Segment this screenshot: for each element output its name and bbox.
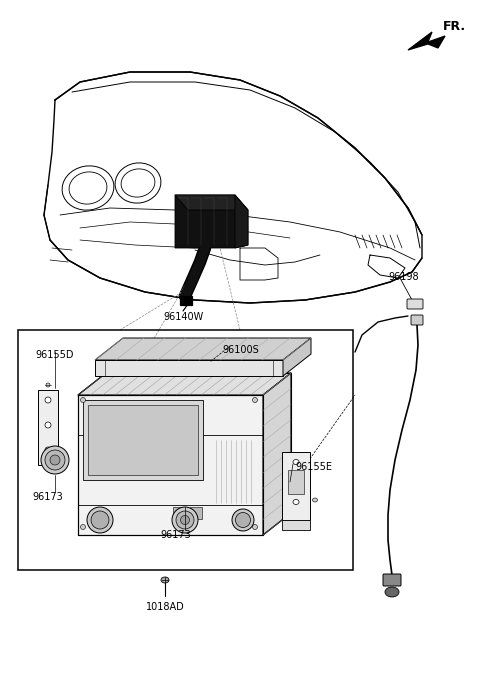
Text: 96173: 96173 [32, 492, 63, 502]
FancyBboxPatch shape [407, 299, 423, 309]
Text: 96155D: 96155D [35, 350, 73, 360]
Ellipse shape [87, 507, 113, 533]
Polygon shape [78, 395, 263, 535]
Ellipse shape [293, 499, 299, 505]
Polygon shape [288, 470, 304, 494]
Ellipse shape [176, 511, 194, 529]
Polygon shape [408, 32, 445, 50]
Bar [173, 507, 185, 519]
Text: 1018AD: 1018AD [145, 602, 184, 612]
FancyBboxPatch shape [383, 574, 401, 586]
Ellipse shape [45, 422, 51, 428]
Polygon shape [95, 360, 283, 376]
Ellipse shape [50, 455, 60, 465]
Ellipse shape [312, 498, 317, 502]
Polygon shape [175, 195, 248, 248]
Polygon shape [282, 520, 310, 530]
Ellipse shape [236, 513, 251, 528]
Text: 96155E: 96155E [295, 462, 332, 472]
Ellipse shape [232, 509, 254, 531]
Bar [190, 507, 202, 519]
Ellipse shape [161, 577, 169, 583]
Ellipse shape [180, 516, 190, 524]
Polygon shape [282, 452, 310, 520]
Polygon shape [95, 338, 311, 360]
Polygon shape [263, 373, 291, 535]
Text: 96198: 96198 [388, 272, 419, 282]
Ellipse shape [81, 524, 85, 530]
Text: FR.: FR. [443, 20, 466, 33]
Text: 96100S: 96100S [222, 345, 259, 355]
Ellipse shape [293, 460, 299, 464]
Ellipse shape [91, 511, 109, 529]
Bar [88, 405, 198, 475]
Polygon shape [38, 390, 58, 465]
Text: 96140W: 96140W [163, 312, 203, 322]
FancyBboxPatch shape [411, 315, 423, 325]
Ellipse shape [385, 587, 399, 597]
Text: 96173: 96173 [160, 530, 191, 540]
Ellipse shape [172, 507, 198, 533]
Ellipse shape [252, 398, 257, 402]
Ellipse shape [41, 446, 69, 474]
Ellipse shape [81, 398, 85, 402]
Polygon shape [283, 338, 311, 376]
Polygon shape [235, 195, 248, 248]
Ellipse shape [252, 524, 257, 530]
Polygon shape [78, 373, 291, 395]
Ellipse shape [293, 479, 299, 484]
Polygon shape [175, 195, 248, 210]
Ellipse shape [45, 450, 65, 470]
Bar [83, 400, 203, 480]
Ellipse shape [45, 397, 51, 403]
Ellipse shape [45, 447, 51, 453]
Ellipse shape [46, 383, 50, 387]
Bar [18, 330, 353, 570]
Polygon shape [180, 296, 192, 305]
